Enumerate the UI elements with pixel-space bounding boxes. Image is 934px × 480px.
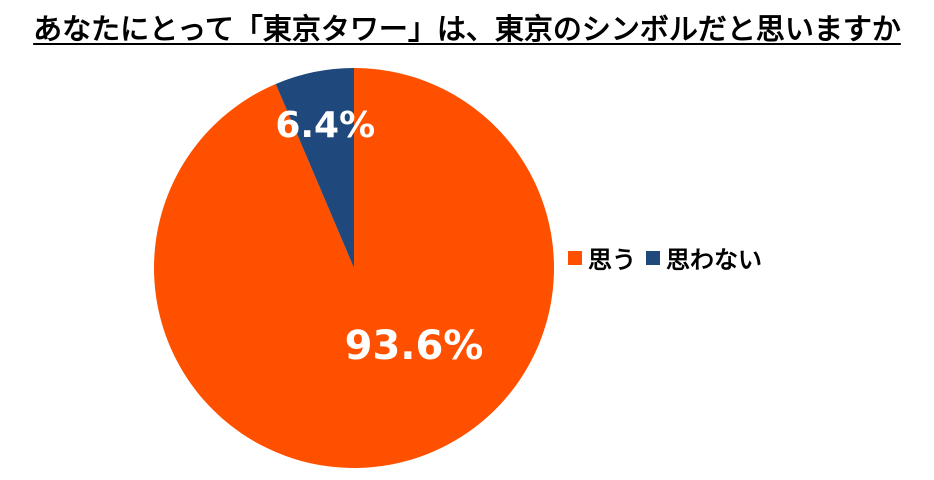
chart-title: あなたにとって「東京タワー」は、東京のシンボルだと思いますか	[33, 12, 901, 46]
legend-item-yes: 思う	[568, 240, 636, 275]
legend: 思う 思わない	[568, 240, 772, 275]
legend-swatch	[568, 250, 582, 265]
legend-label: 思う	[588, 246, 636, 274]
legend-swatch	[646, 250, 660, 265]
pie-slice-yes	[154, 68, 555, 468]
legend-item-no: 思わない	[646, 240, 762, 275]
legend-label: 思わない	[666, 246, 762, 274]
pie-slice-no	[275, 68, 354, 268]
slice-label-no: 6.4%	[275, 105, 375, 146]
slice-label-yes: 93.6%	[345, 323, 484, 369]
